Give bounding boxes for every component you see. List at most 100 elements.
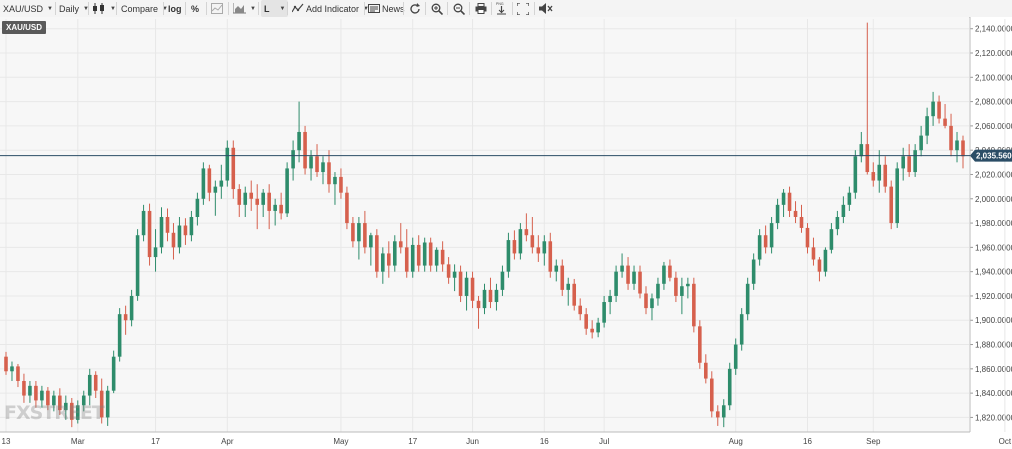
candle-up (727, 368, 732, 406)
candle-down (536, 247, 541, 254)
print-button[interactable] (475, 0, 487, 17)
candle-down (375, 235, 379, 272)
candle-up (261, 192, 265, 205)
fullscreen-button[interactable] (517, 0, 529, 17)
candle-up (117, 314, 122, 357)
x-tick-label: Jul (599, 437, 609, 446)
percent-label: % (191, 3, 200, 14)
zoom-out-button[interactable] (453, 0, 465, 17)
candle-down (279, 204, 283, 214)
candle-up (153, 247, 158, 258)
candle-down (793, 210, 798, 217)
candle-up (757, 235, 762, 260)
candlestick-chart[interactable]: 1,820.0000 1,840.0000 1,860.0000 1,880.0000… (0, 17, 1012, 449)
candle-up (859, 144, 864, 157)
y-tick-label: 1,960.0000 (975, 243, 1012, 252)
candle-down (303, 131, 307, 169)
candle-up (494, 289, 499, 303)
candle-down (123, 314, 128, 321)
chevron-down-icon: ▼ (110, 5, 116, 12)
candle-down (865, 144, 870, 173)
drawing-tools-button[interactable]: ▼ (233, 0, 256, 17)
x-tick-label: Jun (466, 437, 479, 446)
x-tick-label: 13 (2, 437, 11, 446)
candle-up (686, 283, 690, 287)
candle-up (111, 356, 116, 391)
x-tick-label: Aug (729, 437, 743, 446)
candle-up (781, 192, 786, 205)
candle-down (644, 293, 648, 309)
fxstreet-watermark-logo: FXSTREET (4, 402, 105, 424)
line-type-selector[interactable]: L ▼ (261, 0, 289, 17)
candle-down (476, 300, 481, 309)
candle-down (512, 240, 517, 254)
candle-down (267, 192, 271, 211)
candle-up (464, 277, 469, 296)
candle-down (763, 235, 768, 248)
indicator-icon (292, 3, 304, 13)
y-tick-label: 1,860.0000 (975, 365, 1012, 374)
chart-toolbar: XAU/USD ▼ Daily ▼ ▼ Compare ▼ log % (0, 0, 1012, 18)
y-tick-label: 1,880.0000 (975, 341, 1012, 350)
candle-down (889, 186, 894, 224)
candle-up (895, 168, 900, 224)
candle-up (925, 116, 929, 136)
candle-up (835, 216, 840, 230)
fullscreen-icon (517, 2, 529, 15)
candle-down (698, 326, 702, 363)
candle-down (387, 253, 391, 266)
compare-label: Compare (121, 3, 159, 14)
news-button[interactable]: News (368, 0, 405, 17)
percent-scale-button[interactable]: % (191, 0, 199, 17)
area-chart-icon (233, 3, 246, 14)
candle-down (626, 265, 630, 284)
zoom-in-button[interactable] (431, 0, 443, 17)
candle-down (943, 118, 947, 126)
candle-up (422, 242, 427, 266)
interval-selector[interactable]: Daily ▼ (59, 0, 89, 17)
candle-up (357, 223, 361, 242)
reset-button[interactable] (409, 0, 421, 17)
candle-down (590, 328, 594, 333)
candle-down (398, 241, 403, 248)
candle-down (787, 192, 792, 211)
candle-up (141, 210, 146, 236)
candle-down (871, 172, 876, 181)
compare-button[interactable]: Compare ▼ (121, 0, 168, 17)
log-label: log (168, 3, 182, 14)
candle-up (620, 265, 624, 272)
chevron-down-icon: ▼ (83, 5, 89, 12)
y-tick-label: 1,920.0000 (975, 292, 1012, 301)
x-tick-label: Oct (999, 437, 1012, 446)
candle-down (817, 259, 822, 272)
candle-up (129, 295, 134, 321)
candle-down (58, 395, 62, 411)
download-png-button[interactable]: PNG (496, 0, 507, 17)
log-scale-button[interactable]: log (168, 0, 182, 17)
chart-type-button[interactable]: ▼ (92, 0, 116, 17)
chevron-down-icon: ▼ (279, 5, 286, 12)
candle-down (584, 314, 588, 329)
candle-down (530, 235, 535, 248)
zoom-out-icon (453, 3, 465, 15)
comparison-mode-button[interactable] (211, 0, 223, 17)
y-tick-label: 1,840.0000 (975, 389, 1012, 398)
candle-down (93, 374, 98, 391)
mute-button[interactable] (539, 0, 553, 17)
candle-up (901, 156, 905, 169)
y-tick-label: 2,140.0000 (975, 25, 1012, 34)
x-tick-label: 16 (803, 437, 812, 446)
x-tick-label: Mar (71, 437, 85, 446)
compare-chart-icon (211, 3, 223, 14)
x-tick-label: 16 (540, 437, 549, 446)
candle-down (440, 249, 445, 265)
symbol-selector[interactable]: XAU/USD ▼ (3, 0, 53, 17)
candle-up (739, 314, 744, 345)
candle-down (363, 223, 367, 248)
candle-up (745, 283, 750, 315)
candle-up (919, 135, 923, 151)
candle-up (542, 241, 547, 254)
y-tick-label: 2,080.0000 (975, 98, 1012, 107)
candle-up (195, 198, 200, 217)
add-indicator-button[interactable]: Add Indicator ▼ (292, 0, 369, 17)
